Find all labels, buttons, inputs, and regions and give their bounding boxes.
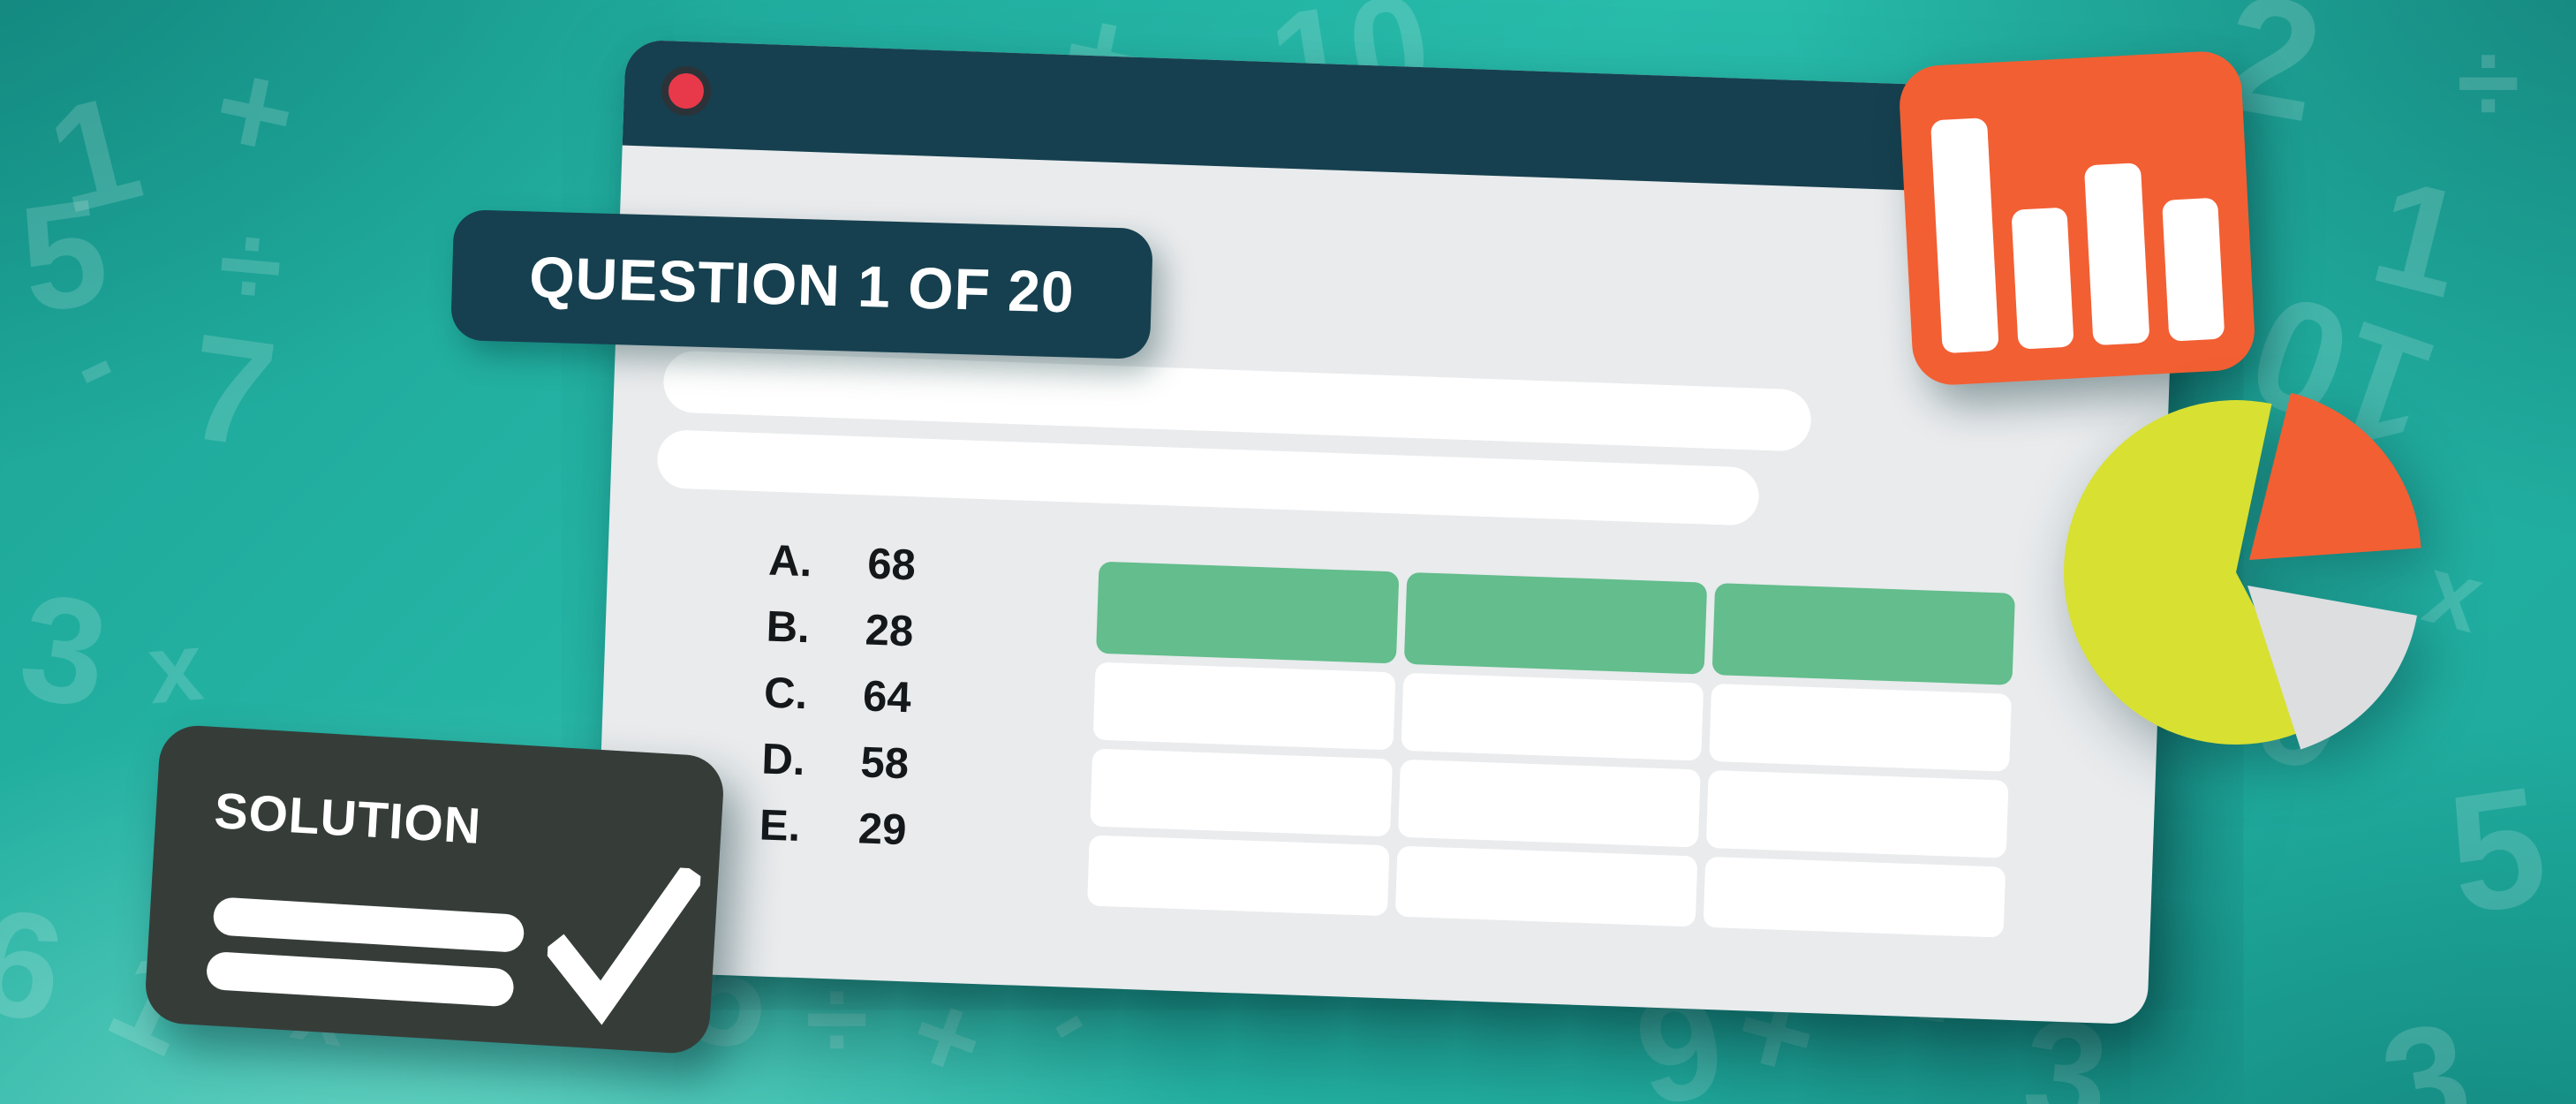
table-cell [1394,845,1698,927]
bar-chart-bar [2083,163,2149,346]
math-symbol: + [201,29,309,192]
math-symbol: - [51,302,134,426]
table-cell [1703,856,2006,938]
answer-value: 64 [862,671,912,722]
answer-value: 58 [859,737,910,788]
table-cell [1087,835,1390,917]
math-symbol: ÷ [805,954,869,1083]
close-button[interactable] [660,65,712,117]
math-symbol: 3 [11,562,117,740]
math-symbol: + [894,964,1001,1104]
bar-chart-icon [1897,49,2257,387]
answer-letter: B. [765,602,811,652]
answer-value: 29 [857,804,908,854]
pie-slice-gray [2247,586,2417,750]
table-cell [1397,759,1701,848]
answer-letter: E. [759,800,802,851]
answer-letter: D. [760,734,806,784]
answer-options: A. 68 B. 28 C. 64 D. 58 E. 29 [759,527,918,864]
math-symbol: ÷ [2457,18,2520,147]
table-header-cell [1403,571,1708,675]
math-symbol: 6 [0,875,76,1055]
bar-chart-bar [2010,207,2074,350]
answer-option-c[interactable]: C. 64 [763,660,912,731]
bar-chart-bar [1930,117,1999,354]
math-symbol: x [143,611,208,725]
answer-option-e[interactable]: E. 29 [759,791,908,863]
pie-slice-yellow [2064,400,2317,745]
answer-option-d[interactable]: D. 58 [760,725,910,797]
table-header-cell [1711,583,2016,685]
checkmark-icon [543,863,701,1025]
answer-letter: C. [763,669,809,718]
answer-value: 68 [866,540,917,589]
solution-text-placeholder [212,896,525,954]
answer-option-a[interactable]: A. 68 [767,527,917,599]
math-symbol: 7 [178,302,285,480]
question-counter-badge: QUESTION 1 OF 20 [450,208,1153,360]
table-header-cell [1096,561,1400,664]
table-cell [1705,769,2009,858]
answer-value: 28 [864,605,915,655]
question-counter-label: QUESTION 1 OF 20 [528,244,1076,325]
math-symbol: 5 [2437,751,2557,950]
table-cell [1092,662,1396,751]
solution-card[interactable]: SOLUTION [143,723,726,1055]
solution-text-placeholder [205,950,515,1008]
pie-slice-orange [2249,392,2421,560]
pie-chart-icon [2064,392,2421,750]
bar-chart-bar [2161,197,2225,342]
table-cell [1401,672,1704,761]
math-symbol: 3 [2370,990,2482,1104]
answer-letter: A. [767,536,813,586]
answer-option-b[interactable]: B. 28 [766,594,915,665]
table-cell [1709,683,2013,772]
table-cell [1090,748,1394,837]
data-table [1087,561,2016,938]
solution-title: SOLUTION [212,783,483,855]
bar-chart-bars [1928,51,2225,354]
